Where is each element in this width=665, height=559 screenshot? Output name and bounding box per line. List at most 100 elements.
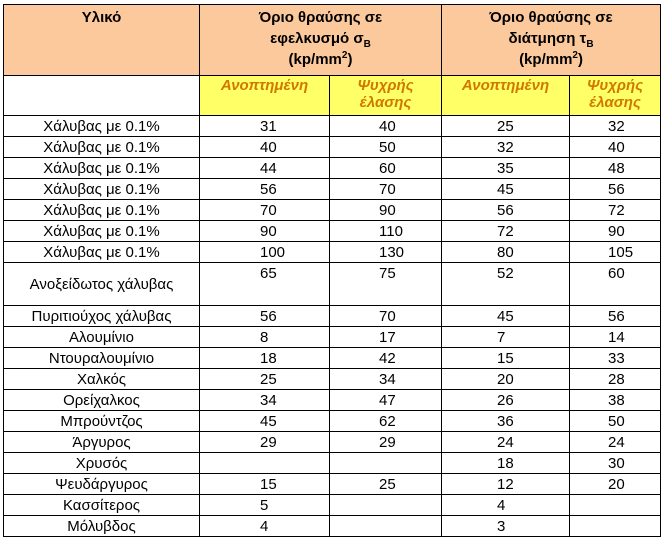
tensile-cold-rolled-value: 75: [328, 262, 443, 306]
tensile-annealed-value: 8: [199, 326, 330, 348]
shear-annealed-value: 3: [441, 515, 571, 537]
shear-annealed-value: 26: [441, 389, 571, 411]
material-name: Ανοξείδωτος χάλυβας: [3, 262, 200, 306]
shear-cold-rolled-value: 30: [569, 452, 662, 474]
shear-annealed-value: 36: [441, 410, 571, 432]
subheader-shear-annealed: Ανοπτημένη: [441, 75, 571, 116]
material-name: Άργυρος: [3, 431, 200, 453]
tensile-cold-rolled-value: 34: [328, 368, 443, 390]
tensile-cold-rolled-value: 70: [328, 178, 443, 200]
tensile-cold-rolled-value: [328, 515, 443, 537]
table-row: Αλουμίνιο 8 17 7 14: [3, 326, 662, 348]
tensile-cold-rolled-value: 110: [328, 220, 443, 242]
shear-cold-rolled-value: 90: [569, 220, 662, 242]
shear-annealed-value: 45: [441, 305, 571, 327]
table-row: Πυριτιούχος χάλυβας 56 70 45 56: [3, 305, 662, 327]
shear-annealed-value: 25: [441, 115, 571, 137]
material-name: Αλουμίνιο: [3, 326, 200, 348]
tensile-annealed-value: 40: [199, 136, 330, 158]
material-name: Ορείχαλκος: [3, 389, 200, 411]
table-row: Ντουραλουμίνιο 18 42 15 33: [3, 347, 662, 369]
material-strength-table: Υλικό Όριο θραύσης σε εφελκυσμό σB (kp/m…: [3, 4, 662, 537]
shear-cold-rolled-value: 56: [569, 305, 662, 327]
tensile-annealed-value: 56: [199, 178, 330, 200]
tensile-cold-rolled-value: 29: [328, 431, 443, 453]
material-name: Χάλυβας με 0.1%: [3, 220, 200, 242]
material-name: Χάλυβας με 0.1%: [3, 136, 200, 158]
material-name: Πυριτιούχος χάλυβας: [3, 305, 200, 327]
shear-cold-rolled-value: 50: [569, 410, 662, 432]
tensile-cold-rolled-value: 25: [328, 473, 443, 495]
tensile-annealed-value: 25: [199, 368, 330, 390]
tensile-cold-rolled-value: 60: [328, 157, 443, 179]
table-row: Χάλυβας με 0.1% 31 40 25 32: [3, 115, 662, 137]
tensile-annealed-value: 100: [199, 241, 330, 263]
table-row: Χάλυβας με 0.1% 100 130 80 105: [3, 241, 662, 263]
shear-cold-rolled-value: [569, 515, 662, 537]
table-row: Χάλυβας με 0.1% 56 70 45 56: [3, 178, 662, 200]
header-row: Υλικό Όριο θραύσης σε εφελκυσμό σB (kp/m…: [3, 4, 662, 76]
material-strength-table-wrapper: Υλικό Όριο θραύσης σε εφελκυσμό σB (kp/m…: [3, 4, 662, 537]
tensile-annealed-value: 56: [199, 305, 330, 327]
shear-cold-rolled-value: 32: [569, 115, 662, 137]
shear-annealed-value: 12: [441, 473, 571, 495]
shear-annealed-value: 72: [441, 220, 571, 242]
material-name: Κασσίτερος: [3, 494, 200, 516]
table-body: Χάλυβας με 0.1% 31 40 25 32 Χάλυβας με 0.1% 40…: [3, 115, 662, 537]
material-name: Χάλυβας με 0.1%: [3, 241, 200, 263]
table-row: Χάλυβας με 0.1% 44 60 35 48: [3, 157, 662, 179]
tensile-cold-rolled-value: 50: [328, 136, 443, 158]
table-row: Ανοξείδωτος χάλυβας 65 75 52 60: [3, 262, 662, 306]
material-name: Μόλυβδος: [3, 515, 200, 537]
material-name: Χάλυβας με 0.1%: [3, 157, 200, 179]
material-name: Ντουραλουμίνιο: [3, 347, 200, 369]
shear-annealed-value: 80: [441, 241, 571, 263]
table-row: Χάλυβας με 0.1% 70 90 56 72: [3, 199, 662, 221]
shear-annealed-value: 32: [441, 136, 571, 158]
tensile-cold-rolled-value: 42: [328, 347, 443, 369]
table-row: Κασσίτερος 5 4: [3, 494, 662, 516]
shear-annealed-value: 18: [441, 452, 571, 474]
shear-cold-rolled-value: 72: [569, 199, 662, 221]
shear-cold-rolled-value: 40: [569, 136, 662, 158]
header-tensile-strength: Όριο θραύσης σε εφελκυσμό σB (kp/mm2): [198, 4, 443, 76]
shear-annealed-value: 4: [441, 494, 571, 516]
material-name: Χάλυβας με 0.1%: [3, 115, 200, 137]
material-name: Μπρούντζος: [3, 410, 200, 432]
table-row: Μόλυβδος 4 3: [3, 515, 662, 537]
tensile-cold-rolled-value: 90: [328, 199, 443, 221]
shear-cold-rolled-value: 28: [569, 368, 662, 390]
tensile-annealed-value: 29: [199, 431, 330, 453]
table-row: Χάλυβας με 0.1% 90 110 72 90: [3, 220, 662, 242]
table-row: Ορείχαλκος 34 47 26 38: [3, 389, 662, 411]
tensile-annealed-value: 34: [199, 389, 330, 411]
shear-annealed-value: 45: [441, 178, 571, 200]
tensile-annealed-value: 5: [199, 494, 330, 516]
shear-annealed-value: 7: [441, 326, 571, 348]
material-name: Χάλυβας με 0.1%: [3, 178, 200, 200]
header-shear-strength: Όριο θραύσης σε διάτμηση τB (kp/mm2): [441, 4, 662, 76]
table-row: Άργυρος 29 29 24 24: [3, 431, 662, 453]
tensile-annealed-value: 70: [199, 199, 330, 221]
subheader-blank: [3, 75, 200, 116]
tensile-cold-rolled-value: [328, 494, 443, 516]
table-row: Χρυσός 18 30: [3, 452, 662, 474]
material-name: Χρυσός: [3, 452, 200, 474]
material-name: Ψευδάργυρος: [3, 473, 200, 495]
tensile-annealed-value: 15: [199, 473, 330, 495]
shear-annealed-value: 15: [441, 347, 571, 369]
shear-cold-rolled-value: 33: [569, 347, 662, 369]
shear-cold-rolled-value: [569, 494, 662, 516]
material-name: Χάλυβας με 0.1%: [3, 199, 200, 221]
shear-annealed-value: 35: [441, 157, 571, 179]
shear-cold-rolled-value: 48: [569, 157, 662, 179]
tensile-cold-rolled-value: 130: [328, 241, 443, 263]
shear-cold-rolled-value: 105: [569, 241, 662, 263]
tensile-annealed-value: 45: [199, 410, 330, 432]
tensile-cold-rolled-value: 62: [328, 410, 443, 432]
tensile-cold-rolled-value: 40: [328, 115, 443, 137]
tensile-annealed-value: 90: [199, 220, 330, 242]
subheader-shear-cold-rolled: Ψυχρής έλασης: [569, 75, 662, 116]
shear-annealed-value: 20: [441, 368, 571, 390]
shear-annealed-value: 24: [441, 431, 571, 453]
